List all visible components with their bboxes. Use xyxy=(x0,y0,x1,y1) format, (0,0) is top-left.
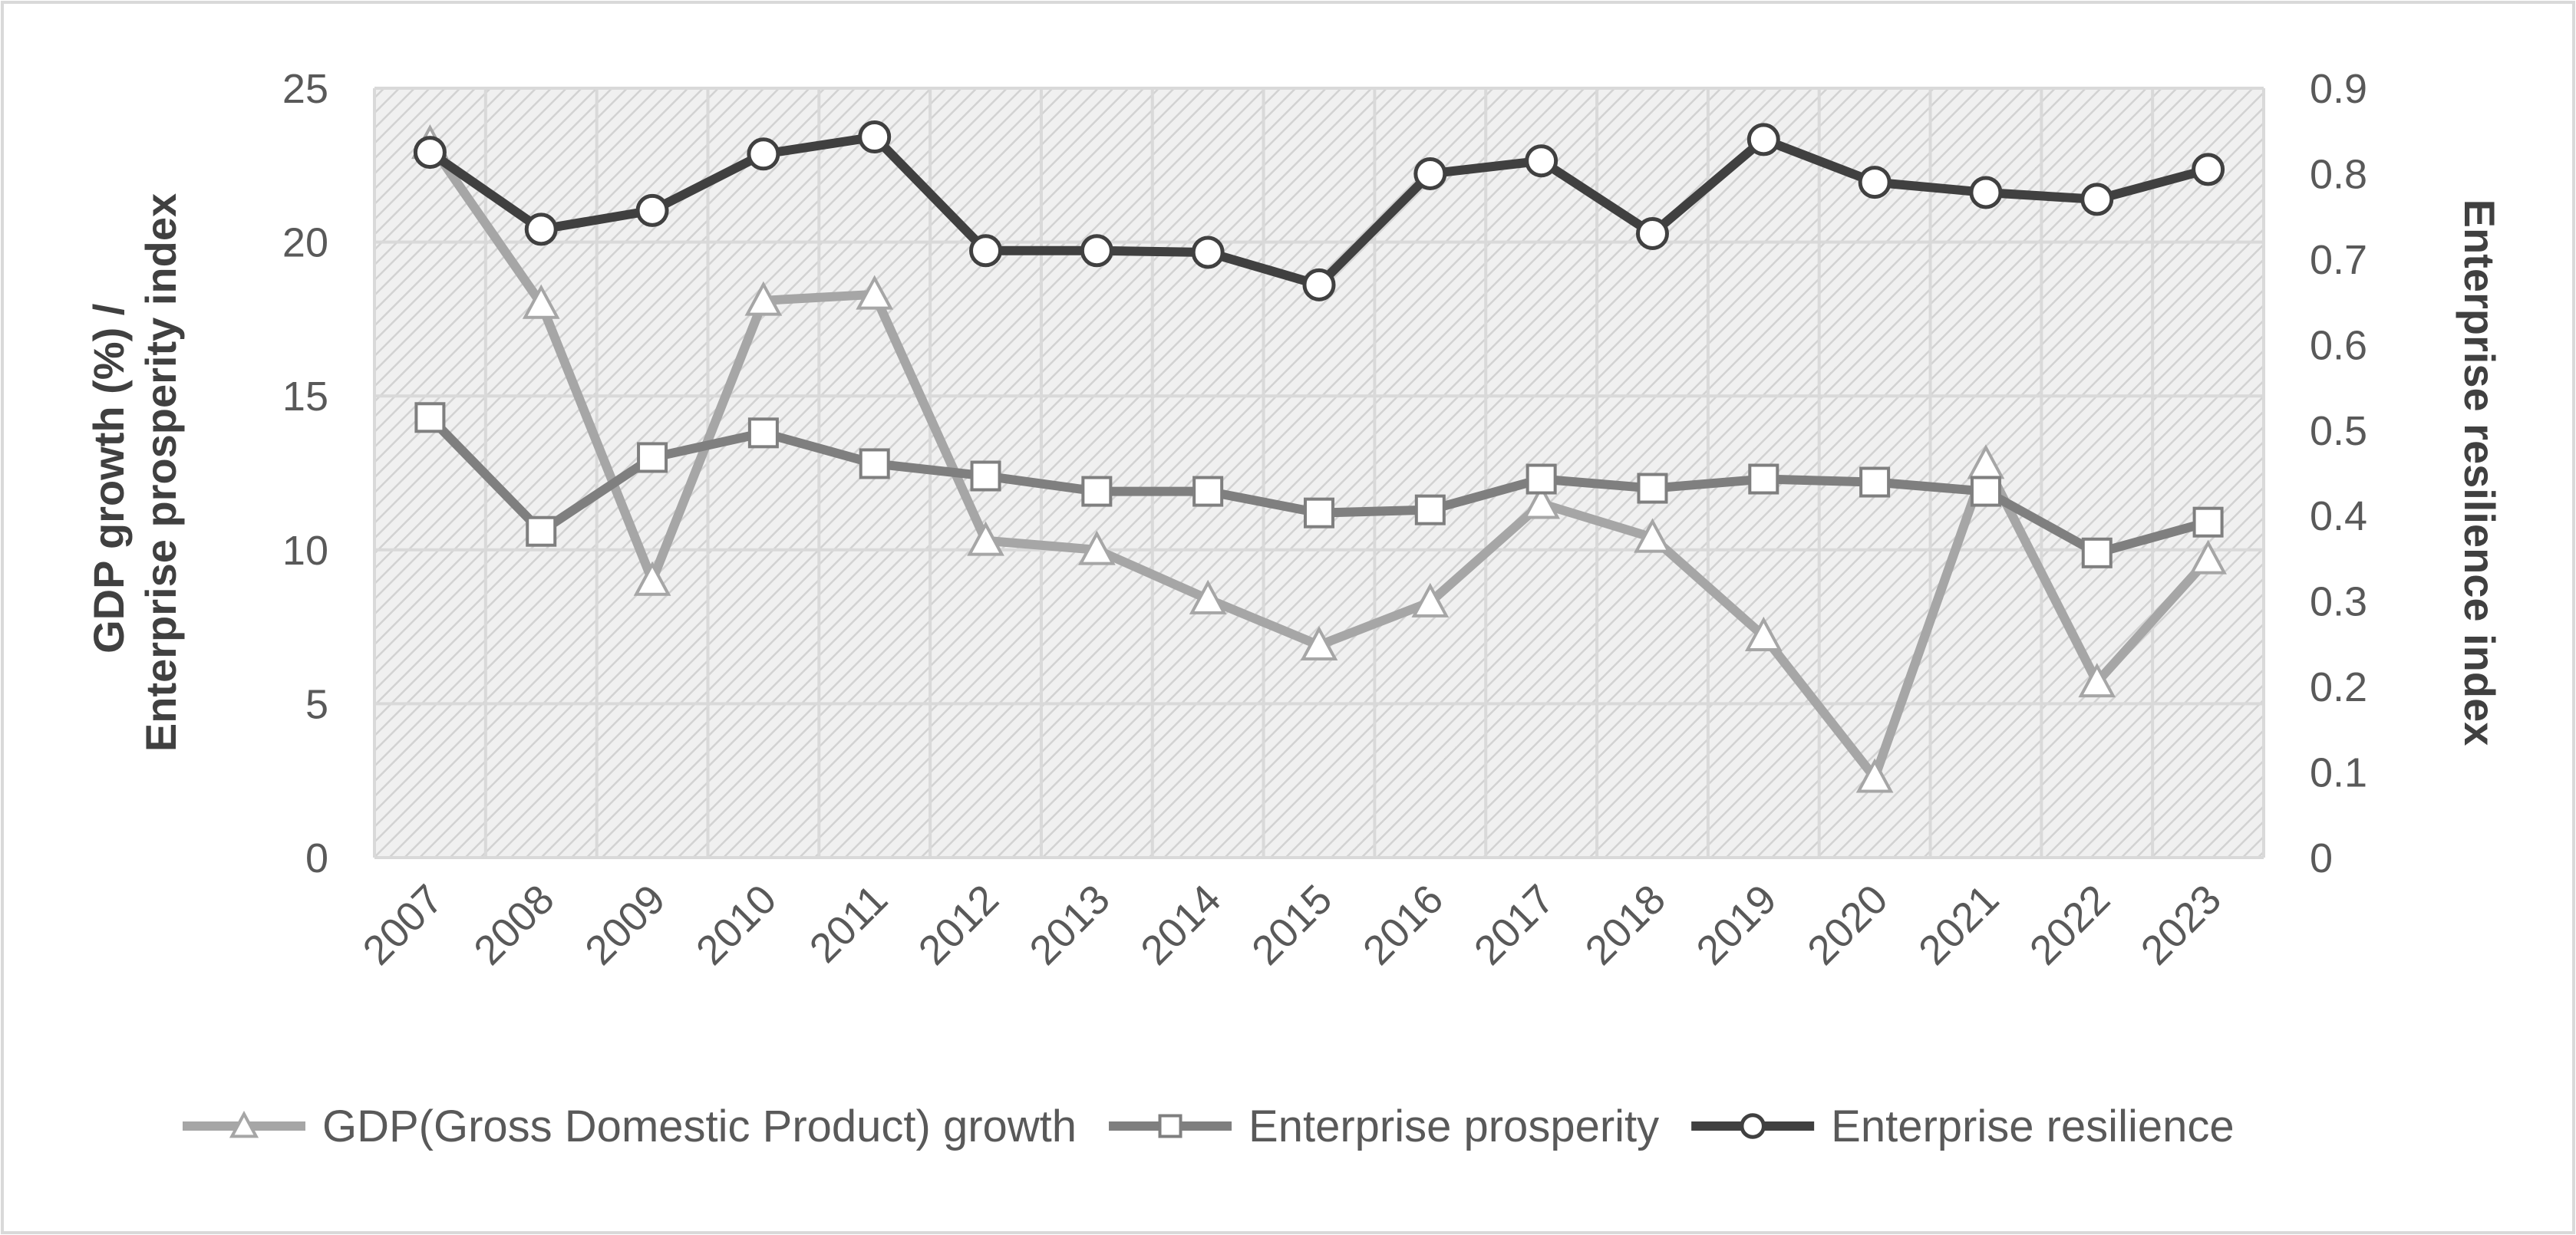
data-point xyxy=(2078,663,2116,698)
data-point xyxy=(969,234,1003,268)
y2-tick-label: 0.5 xyxy=(2310,408,2367,454)
data-point xyxy=(2189,539,2227,575)
data-point xyxy=(1855,758,1894,793)
data-point xyxy=(414,402,446,433)
series-enterprise-prosperity xyxy=(414,402,2224,568)
data-point xyxy=(1970,476,2001,507)
data-point xyxy=(1634,518,1671,553)
plot-area xyxy=(374,88,2264,858)
data-point xyxy=(1189,579,1227,614)
data-point xyxy=(856,275,894,310)
data-point xyxy=(1858,166,1892,199)
data-point xyxy=(1635,216,1669,250)
data-point xyxy=(744,281,783,316)
data-point xyxy=(1748,463,1779,495)
data-point xyxy=(2081,537,2113,568)
y2-tick-label: 0.6 xyxy=(2310,322,2367,368)
gridlines xyxy=(373,87,2265,859)
y-tick-label: 10 xyxy=(282,528,328,574)
legend-item: Enterprise prosperity xyxy=(1109,1102,1659,1151)
y2-tick-label: 0.8 xyxy=(2310,151,2367,197)
data-point xyxy=(633,561,671,596)
data-point xyxy=(526,515,557,547)
data-point xyxy=(1080,234,1113,268)
data-point xyxy=(859,448,890,479)
data-point xyxy=(970,460,1001,492)
data-point xyxy=(1413,156,1447,190)
y-axis-title-line-2: Enterprise prosperity index xyxy=(137,193,185,752)
data-point xyxy=(1744,616,1783,651)
data-point xyxy=(1522,484,1561,519)
data-point xyxy=(1191,235,1225,269)
series-group xyxy=(411,120,2227,793)
data-point xyxy=(1746,123,1780,156)
y-tick-label: 25 xyxy=(282,66,328,112)
data-point xyxy=(1525,144,1558,178)
data-point xyxy=(1525,463,1557,495)
y2-tick-label: 0.4 xyxy=(2310,493,2367,539)
y2-tick-label: 0.7 xyxy=(2310,237,2367,283)
legend: GDP(Gross Domestic Product) growth Enterp… xyxy=(183,1102,2235,1151)
y2-tick-label: 0.1 xyxy=(2310,750,2367,796)
data-point xyxy=(1300,625,1338,661)
data-point xyxy=(747,137,780,171)
left-axis-ticks: 0 5 10 15 20 25 xyxy=(282,66,328,881)
legend-marker xyxy=(1158,1114,1182,1138)
data-point xyxy=(2080,183,2114,216)
legend-marker xyxy=(1740,1113,1766,1139)
legend-label: GDP(Gross Domestic Product) growth xyxy=(322,1102,1077,1151)
data-point xyxy=(2192,506,2224,538)
right-axis-ticks: 0 0.1 0.2 0.3 0.4 0.5 0.6 0.7 0.8 0.9 xyxy=(2310,66,2367,881)
data-point xyxy=(858,120,892,154)
data-point xyxy=(524,212,558,246)
data-point xyxy=(1302,268,1336,301)
data-point xyxy=(1859,466,1891,498)
data-point xyxy=(1637,473,1668,504)
y-tick-label: 5 xyxy=(305,681,328,727)
data-point xyxy=(1081,476,1113,507)
y-tick-label: 0 xyxy=(305,835,328,881)
series-enterprise-resilience xyxy=(413,120,2225,301)
data-point xyxy=(413,136,447,170)
y2-tick-label: 0.2 xyxy=(2310,664,2367,710)
legend-item: GDP(Gross Domestic Product) growth xyxy=(183,1102,1077,1151)
y-tick-label: 20 xyxy=(282,220,328,266)
data-point xyxy=(1192,476,1224,507)
y-tick-label: 15 xyxy=(282,374,328,420)
y2-tick-label: 0.3 xyxy=(2310,579,2367,625)
data-point xyxy=(1969,176,2003,209)
y-axis-title-line-1: GDP growth (%) / xyxy=(84,303,133,654)
series-gdp-gross-domestic-product-growth xyxy=(411,124,2227,793)
legend-label: Enterprise resilience xyxy=(1831,1102,2234,1151)
y2-tick-label: 0.9 xyxy=(2310,66,2367,112)
data-point xyxy=(747,417,779,449)
data-point xyxy=(1304,497,1334,529)
data-point xyxy=(2192,153,2225,186)
y2-axis-title: Enterprise resilience index xyxy=(2456,199,2504,746)
data-point xyxy=(637,442,668,473)
data-point xyxy=(635,193,669,227)
data-point xyxy=(1411,582,1450,618)
legend-label: Enterprise prosperity xyxy=(1248,1102,1659,1151)
legend-marker xyxy=(229,1111,259,1138)
y2-tick-label: 0 xyxy=(2310,835,2333,881)
data-point xyxy=(967,521,1004,556)
y-axis-title: GDP growth (%) / Enterprise prosperity i… xyxy=(84,193,185,752)
legend-item: Enterprise resilience xyxy=(1691,1102,2235,1151)
data-point xyxy=(1414,494,1446,525)
data-point xyxy=(1077,530,1116,565)
data-point xyxy=(522,284,560,319)
